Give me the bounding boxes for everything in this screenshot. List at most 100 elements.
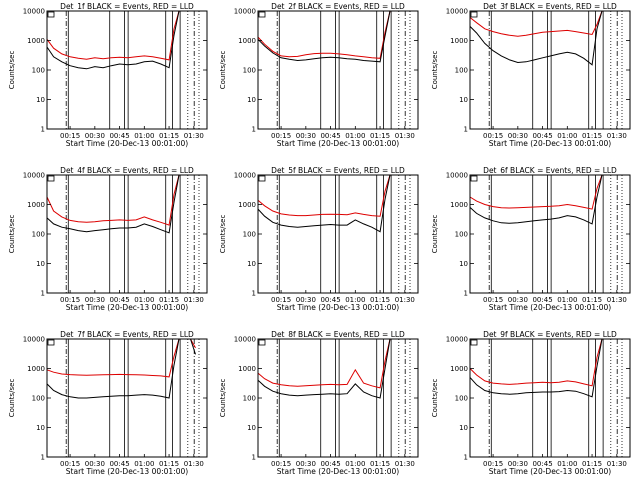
- x-tick-label: 01:15: [159, 296, 179, 304]
- x-tick-label: 01:30: [395, 460, 415, 468]
- x-axis-label: Start Time (20-Dec-13 00:01:00): [66, 467, 188, 476]
- x-tick-label: 01:00: [134, 132, 154, 140]
- x-tick-label: 01:15: [370, 460, 390, 468]
- y-tick-label: 100: [243, 231, 256, 239]
- x-tick-label: 00:45: [320, 132, 340, 140]
- y-axis-label: Counts/sec: [431, 215, 439, 254]
- y-tick-label: 10000: [234, 172, 256, 180]
- y-tick-label: 1: [464, 454, 468, 462]
- y-tick-label: 1000: [450, 365, 468, 373]
- plot-frame: [46, 174, 208, 294]
- x-tick-label: 01:30: [184, 132, 204, 140]
- corner-marker: [470, 175, 478, 182]
- plot-frame: [469, 174, 631, 294]
- y-tick-label: 1000: [450, 37, 468, 45]
- x-axis-label: Start Time (20-Dec-13 00:01:00): [277, 303, 399, 312]
- y-tick-label: 100: [243, 67, 256, 75]
- x-tick-label: 01:00: [557, 132, 577, 140]
- y-tick-label: 10000: [446, 336, 468, 344]
- y-tick-label: 1000: [238, 201, 256, 209]
- x-tick-label: 00:30: [85, 460, 105, 468]
- y-tick-label: 1: [464, 290, 468, 298]
- y-axis-label: Counts/sec: [219, 379, 227, 418]
- x-tick-label: 00:45: [532, 460, 552, 468]
- y-tick-label: 100: [455, 67, 468, 75]
- x-tick-label: 01:30: [184, 460, 204, 468]
- x-tick-label: 01:15: [370, 296, 390, 304]
- x-tick-label: 00:15: [60, 132, 80, 140]
- panel-9: Det_9f BLACK = Events, RED = LLD 1 10 100 10…: [431, 330, 631, 476]
- panel-title: Det_8f BLACK = Events, RED = LLD: [271, 330, 405, 339]
- corner-marker: [47, 339, 55, 346]
- y-tick-label: 1: [252, 290, 256, 298]
- x-tick-label: 00:45: [320, 296, 340, 304]
- corner-marker: [470, 11, 478, 18]
- y-tick-label: 10: [36, 424, 45, 432]
- y-tick-label: 10: [36, 260, 45, 268]
- x-tick-label: 00:15: [271, 296, 291, 304]
- x-tick-label: 01:00: [134, 296, 154, 304]
- x-axis-label: Start Time (20-Dec-13 00:01:00): [66, 303, 188, 312]
- x-tick-label: 01:00: [557, 460, 577, 468]
- series-line-events: [46, 174, 191, 234]
- x-tick-label: 00:30: [296, 296, 316, 304]
- x-tick-label: 01:15: [159, 132, 179, 140]
- plot-frame: [469, 338, 631, 458]
- series-line-lld: [469, 338, 614, 387]
- panel-title: Det_5f BLACK = Events, RED = LLD: [271, 166, 405, 175]
- series-line-events: [46, 338, 196, 399]
- x-tick-label: 01:30: [607, 296, 627, 304]
- x-tick-label: 00:15: [483, 460, 503, 468]
- series-line-lld: [469, 174, 614, 210]
- y-tick-label: 10000: [23, 172, 45, 180]
- panel-title: Det_3f BLACK = Events, RED = LLD: [483, 2, 617, 11]
- panel-1: Det_1f BLACK = Events, RED = LLD 1 10 100 10…: [8, 2, 208, 148]
- panel-3: Det_3f BLACK = Events, RED = LLD 1 10 100 10…: [431, 2, 631, 148]
- x-tick-label: 01:00: [345, 460, 365, 468]
- corner-marker: [258, 11, 266, 18]
- x-tick-label: 00:30: [296, 132, 316, 140]
- plot-frame: [257, 174, 419, 294]
- panel-7: Det_7f BLACK = Events, RED = LLD 1 10 100 10…: [8, 330, 208, 476]
- y-tick-label: 1000: [238, 37, 256, 45]
- y-tick-label: 100: [455, 395, 468, 403]
- x-tick-label: 00:45: [532, 296, 552, 304]
- y-tick-label: 10000: [234, 8, 256, 16]
- y-tick-label: 1000: [27, 365, 45, 373]
- y-tick-label: 100: [32, 67, 45, 75]
- x-tick-label: 00:45: [109, 296, 129, 304]
- x-axis-label: Start Time (20-Dec-13 00:01:00): [489, 303, 611, 312]
- x-tick-label: 00:15: [271, 132, 291, 140]
- y-tick-label: 10000: [23, 8, 45, 16]
- y-tick-label: 10: [36, 96, 45, 104]
- plot-frame: [469, 10, 631, 130]
- x-tick-label: 01:30: [395, 296, 415, 304]
- y-tick-label: 10000: [234, 336, 256, 344]
- x-tick-label: 00:45: [109, 132, 129, 140]
- x-axis-label: Start Time (20-Dec-13 00:01:00): [489, 467, 611, 476]
- series-line-events: [46, 10, 191, 70]
- y-tick-label: 10: [247, 96, 256, 104]
- x-tick-label: 01:15: [582, 460, 602, 468]
- x-tick-label: 00:45: [320, 460, 340, 468]
- y-tick-label: 10: [247, 424, 256, 432]
- x-tick-label: 01:30: [395, 132, 415, 140]
- x-tick-label: 01:00: [345, 132, 365, 140]
- x-axis-label: Start Time (20-Dec-13 00:01:00): [66, 139, 188, 148]
- y-tick-label: 100: [32, 395, 45, 403]
- y-axis-label: Counts/sec: [219, 51, 227, 90]
- corner-marker: [258, 175, 266, 182]
- panel-title: Det_1f BLACK = Events, RED = LLD: [60, 2, 194, 11]
- plot-frame: [257, 10, 419, 130]
- x-tick-label: 00:30: [508, 296, 528, 304]
- y-tick-label: 10: [459, 424, 468, 432]
- corner-marker: [470, 339, 478, 346]
- x-tick-label: 00:15: [271, 460, 291, 468]
- y-axis-label: Counts/sec: [8, 51, 16, 90]
- x-tick-label: 01:00: [557, 296, 577, 304]
- x-tick-label: 00:30: [508, 132, 528, 140]
- x-tick-label: 00:45: [532, 132, 552, 140]
- panel-4: Det_4f BLACK = Events, RED = LLD 1 10 100 10…: [8, 166, 208, 312]
- plot-frame: [46, 338, 208, 458]
